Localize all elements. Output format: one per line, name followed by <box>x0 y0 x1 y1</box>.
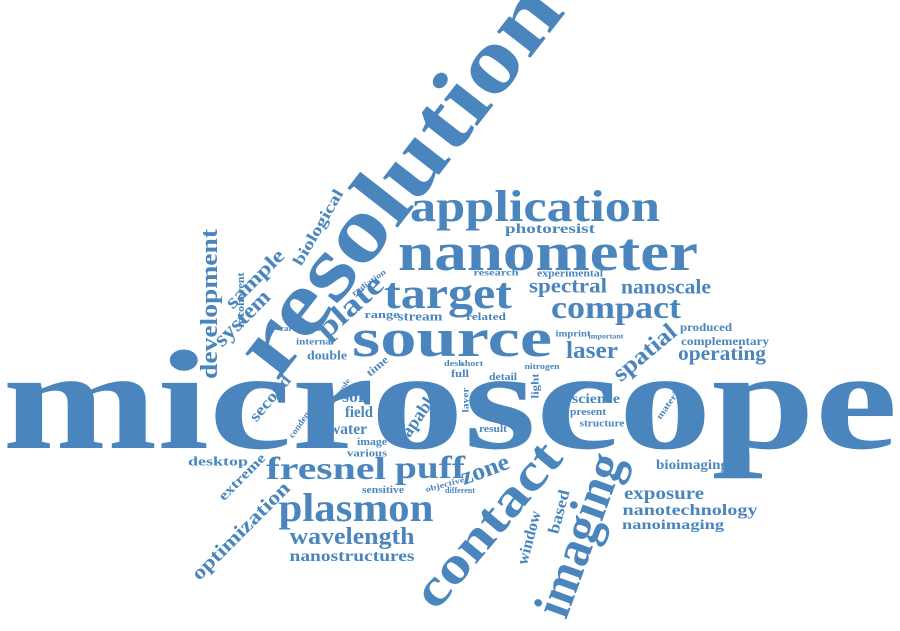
word-detail: detail <box>489 373 517 383</box>
word-nanoscale: nanoscale <box>621 277 711 298</box>
word-nitrogen: nitrogen <box>525 363 560 371</box>
word-structure: structure <box>580 419 625 430</box>
word-nanostructures: nanostructures <box>290 549 415 565</box>
word-exposure: exposure <box>624 484 704 502</box>
word-internal: internal <box>296 338 334 347</box>
word-science: science <box>572 393 620 407</box>
word-different: different <box>445 487 475 495</box>
word-short: short <box>461 360 483 368</box>
word-development: development <box>198 229 222 379</box>
word-wavelength: wavelength <box>290 525 415 549</box>
word-photoresist: photoresist <box>505 223 595 237</box>
word-water: water <box>329 422 367 438</box>
word-double: double <box>307 349 347 362</box>
word-related: related <box>466 313 506 323</box>
word-plasmon: plasmon <box>279 488 434 528</box>
word-research: research <box>474 269 519 278</box>
word-range: range <box>365 311 400 321</box>
word-desktop: desktop <box>188 455 248 468</box>
word-experimental: experimental <box>537 269 603 280</box>
word-present: present <box>570 408 606 418</box>
word-operating: operating <box>678 344 766 364</box>
word-result: result <box>479 425 507 435</box>
word-light: light <box>531 373 542 398</box>
word-stream: stream <box>398 310 443 323</box>
word-produced: produced <box>680 321 732 333</box>
word-fresnel: fresnel <box>266 452 386 484</box>
word-carcinoma: carcinoma <box>280 325 320 333</box>
word-image: image <box>357 438 387 448</box>
word-layer: layer <box>462 387 471 412</box>
word-nanoimaging: nanoimaging <box>622 519 724 533</box>
word-full: full <box>451 370 469 380</box>
word-field: field <box>345 405 373 421</box>
word-nanotechnology: nanotechnology <box>623 503 758 519</box>
word-laser: laser <box>566 339 618 363</box>
word-bioimaging: bioimaging <box>656 459 728 473</box>
word-incoherent: incoherent <box>237 272 247 327</box>
word-diatom: diatom <box>486 410 514 417</box>
